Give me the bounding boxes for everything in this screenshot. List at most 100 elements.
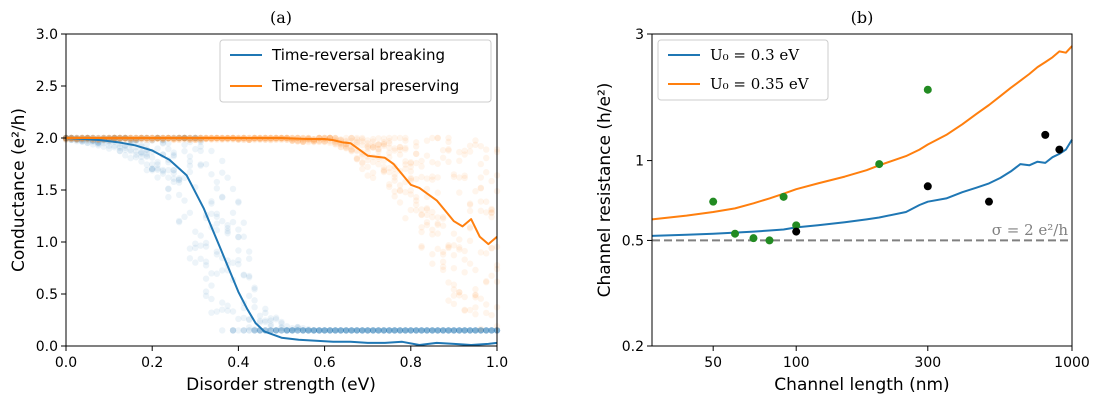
panel-a-scatter-point [353, 327, 361, 334]
panel-a-scatter-point [439, 215, 447, 222]
panel-a-scatter-point [213, 251, 221, 258]
panel-a-scatter-point [450, 300, 458, 308]
panel-a-scatter-point [353, 327, 361, 334]
panel-a-scatter-point [326, 327, 334, 334]
panel-a-scatter-point [396, 146, 404, 154]
panel-a-scatter-point [423, 327, 431, 334]
panel-a-scatter-point [321, 327, 328, 334]
panel-a-scatter-point [445, 327, 452, 334]
panel-a-scatter-point [289, 327, 296, 334]
panel-a-scatter-point [477, 327, 485, 334]
panel-a-scatter-point [294, 327, 301, 334]
panel-a-scatter-point [332, 140, 339, 148]
panel-a-scatter-point [364, 137, 371, 144]
panel-a-scatter-point [402, 327, 409, 334]
panel-a-scatter-point [127, 146, 134, 154]
panel-a-scatter-point [143, 140, 151, 148]
panel-a-scatter-point [332, 327, 339, 334]
panel-a-scatter-point [369, 144, 377, 151]
panel-a-scatter-point [445, 297, 452, 304]
panel-a-scatter-point [197, 147, 204, 155]
panel-a-scatter-point [321, 327, 328, 334]
panel-a-scatter-point [122, 146, 129, 154]
panel-a-scatter-point [186, 153, 194, 160]
panel-a-scatter-point [95, 140, 102, 148]
panel-a-scatter-point [132, 151, 140, 158]
panel-a-scatter-point [386, 327, 393, 334]
panel-a-scatter-point [380, 327, 388, 334]
panel-a-x-tick-label: 0.2 [141, 355, 163, 371]
panel-a-scatter-point [380, 135, 388, 142]
panel-a-scatter-point [364, 140, 371, 147]
panel-b-green-point [923, 85, 932, 94]
panel-a-scatter-point [342, 144, 350, 151]
panel-a-scatter-point [278, 318, 285, 326]
panel-a-scatter-point [472, 327, 479, 334]
panel-a-scatter-point [456, 327, 463, 334]
panel-a-scatter-point [456, 189, 463, 196]
panel-a-scatter-point [283, 327, 291, 334]
panel-a-scatter-point [294, 323, 301, 331]
panel-a-scatter-point [483, 327, 490, 334]
panel-a-scatter-point [326, 327, 334, 334]
panel-a-scatter-point [407, 327, 414, 334]
panel-a-scatter-point [342, 327, 350, 334]
panel-a-scatter-point [439, 327, 447, 334]
panel-a-scatter-point [219, 169, 226, 176]
panel-a-scatter-point [423, 211, 431, 219]
panel-a-scatter-point [213, 178, 221, 186]
panel-a-scatter-point [310, 327, 318, 334]
panel-a-scatter-point [316, 327, 323, 334]
panel-a-scatter-point [310, 327, 318, 334]
panel-a-scatter-point [450, 327, 458, 334]
panel-a-scatter-point [429, 327, 436, 334]
panel-a-scatter-point [412, 327, 420, 334]
panel-a-scatter-point [466, 201, 474, 208]
panel-a-scatter-point [402, 327, 409, 334]
panel-a-scatter-point [429, 251, 436, 258]
panel-a-scatter-point [229, 308, 237, 315]
panel-b-legend-label-03: U₀ = 0.3 eV [710, 46, 800, 64]
panel-a-scatter-point [456, 327, 463, 334]
panel-a-scatter-point [439, 327, 447, 334]
panel-a-scatter-point [348, 147, 355, 154]
panel-a-scatter-point [197, 137, 204, 144]
panel-a-scatter-point [326, 327, 334, 334]
panel-a-scatter-point [466, 327, 474, 334]
panel-a-scatter-point [299, 327, 307, 334]
panel-a-scatter-point [332, 141, 339, 148]
panel-a-scatter-point [305, 327, 312, 334]
panel-a-scatter-point [251, 327, 258, 334]
panel-a-scatter-point [321, 327, 328, 334]
panel-a-scatter-point [197, 162, 204, 169]
panel-a-scatter-point [412, 327, 420, 334]
panel-a-scatter-point [483, 278, 490, 285]
panel-a-scatter-point [483, 154, 490, 162]
panel-a-scatter-point [310, 327, 318, 334]
panel-b-black-point [923, 182, 932, 191]
panel-a-scatter-point [170, 170, 177, 177]
panel-a-scatter-point [418, 327, 425, 334]
panel-a-scatter-point [477, 160, 485, 168]
panel-a-scatter-point [445, 327, 452, 334]
panel-a-y-tick-label: 3.0 [36, 27, 58, 43]
panel-b-legend-label-035: U₀ = 0.35 eV [710, 75, 810, 93]
panel-a-scatter-point [396, 187, 404, 195]
panel-a-scatter-point [466, 327, 474, 334]
panel-a-scatter-point [353, 134, 361, 142]
panel-a-scatter-point [483, 250, 490, 257]
panel-a-scatter-point [154, 161, 161, 168]
panel-a-scatter-point [483, 169, 490, 176]
panel-a-scatter-point [407, 160, 414, 167]
panel-a-scatter-point [278, 327, 285, 334]
panel-a-scatter-point [429, 208, 436, 216]
panel-a-scatter-point [386, 327, 393, 334]
panel-a-scatter-point [337, 327, 344, 334]
panel-b: (b) 50 100 300 1000 0.2 0.5 1 3 Channel length… [595, 8, 1090, 395]
panel-a-scatter-point [149, 161, 156, 168]
panel-a-scatter-point [240, 233, 247, 240]
panel-a-scatter-point [369, 327, 377, 334]
panel-a-scatter-point [272, 327, 280, 334]
panel-a-scatter-point [235, 247, 242, 254]
panel-a-scatter-point [450, 327, 458, 334]
